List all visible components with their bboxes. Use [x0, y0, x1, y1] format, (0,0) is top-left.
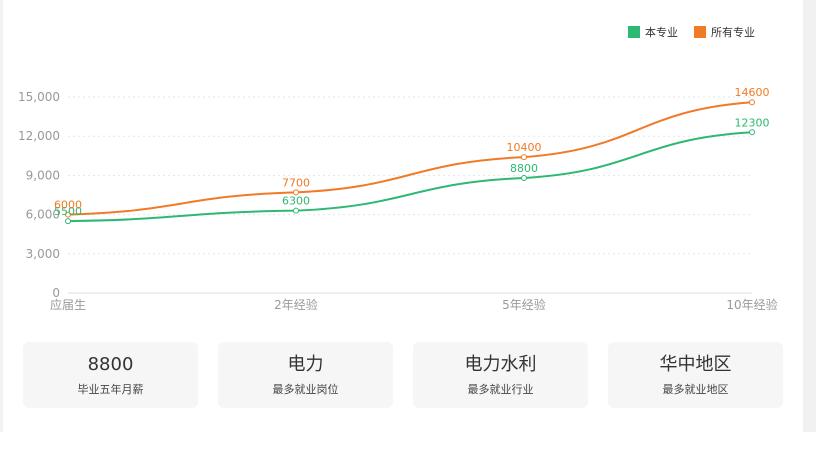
- card-industry: 电力水利 最多就业行业: [413, 342, 588, 408]
- data-label: 7700: [282, 176, 310, 189]
- data-label: 5500: [54, 205, 82, 218]
- data-point: [293, 189, 299, 196]
- x-tick-label: 2年经验: [274, 297, 318, 312]
- y-tick-label: 0: [52, 286, 60, 300]
- series-line-secondary: [67, 101, 753, 216]
- card-position-label: 最多就业岗位: [272, 383, 339, 396]
- card-salary-label: 毕业五年月薪: [77, 383, 144, 396]
- y-tick-label: 15,000: [18, 90, 60, 104]
- card-position-value: 电力: [287, 354, 324, 375]
- legend-item-primary[interactable]: 本专业: [628, 24, 678, 40]
- data-point: [65, 211, 71, 218]
- card-region-label: 最多就业地区: [662, 383, 729, 396]
- series-layer: [65, 99, 755, 225]
- x-tick-label: 应届生: [50, 297, 86, 312]
- series-line-primary: [67, 131, 753, 223]
- bottom-spacer: [0, 432, 816, 466]
- legend-label-secondary: 所有专业: [711, 26, 755, 39]
- legend-item-secondary[interactable]: 所有专业: [694, 24, 755, 40]
- legend-label-primary: 本专业: [645, 26, 678, 39]
- card-region: 华中地区 最多就业地区: [608, 342, 783, 408]
- data-point: [521, 175, 527, 182]
- legend-swatch-primary: [628, 26, 640, 38]
- x-tick-label: 5年经验: [502, 297, 546, 312]
- data-label-layer: 5500 6300 8800 12300 6000 7700 10400 14600: [54, 86, 770, 218]
- right-scrollbar-track[interactable]: [803, 0, 816, 432]
- data-label: 6300: [282, 195, 310, 208]
- card-region-value: 华中地区: [659, 354, 732, 375]
- data-point: [749, 129, 755, 136]
- axis-layer: 0 3,000 6,000 9,000 12,000 15,000 应届生 2年经验 5年经验 1…: [18, 90, 778, 312]
- y-tick-label: 3,000: [26, 247, 60, 261]
- y-tick-label: 12,000: [18, 129, 60, 143]
- card-position: 电力 最多就业岗位: [218, 342, 393, 408]
- card-industry-label: 最多就业行业: [467, 383, 534, 396]
- data-point: [65, 218, 71, 225]
- card-salary-value: 8800: [87, 354, 134, 375]
- data-label: 12300: [735, 116, 770, 129]
- data-label: 10400: [507, 141, 542, 154]
- data-label: 14600: [735, 86, 770, 99]
- data-point: [293, 207, 299, 214]
- legend: 本专业 所有专业: [628, 24, 755, 40]
- x-tick-label: 10年经验: [726, 297, 777, 312]
- data-point: [521, 154, 527, 161]
- left-border: [0, 0, 3, 432]
- y-tick-label: 9,000: [26, 168, 60, 182]
- card-salary: 8800 毕业五年月薪: [23, 342, 198, 408]
- y-tick-label: 6,000: [26, 208, 60, 222]
- summary-cards: 8800 毕业五年月薪 电力 最多就业岗位 电力水利 最多就业行业 华中地区 最…: [23, 342, 783, 408]
- data-label: 8800: [510, 162, 538, 175]
- salary-line-chart: 0 3,000 6,000 9,000 12,000 15,000 应届生 2年经验 5年经验 1…: [18, 86, 778, 312]
- legend-swatch-secondary: [694, 26, 706, 38]
- data-label: 6000: [54, 199, 82, 212]
- card-industry-value: 电力水利: [464, 354, 537, 375]
- data-point: [749, 99, 755, 106]
